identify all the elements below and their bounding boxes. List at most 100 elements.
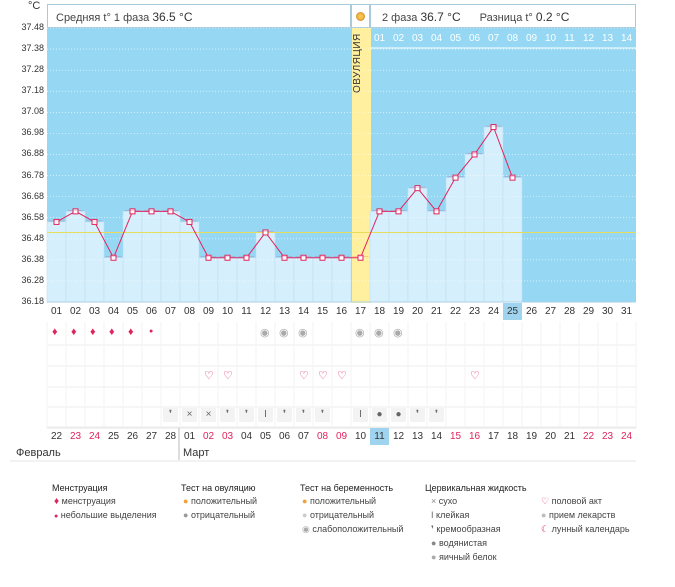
creamy-icon: ❜ bbox=[431, 524, 434, 534]
x-day-label: 08 bbox=[183, 306, 196, 317]
date-label: 03 bbox=[221, 431, 234, 442]
legend-ovtest-negative-label: отрицательный bbox=[190, 510, 256, 520]
spotting-icon: ● bbox=[149, 328, 154, 335]
menstruation-icon: ♦ bbox=[90, 326, 96, 338]
legend-pregtest-positive-label: положительный bbox=[309, 496, 377, 506]
temp-point bbox=[338, 254, 345, 261]
pregtest-weak-icon: ◉ bbox=[302, 524, 310, 534]
legend-menstruation-title: Менструация bbox=[52, 483, 108, 493]
x-day-label: 10 bbox=[221, 306, 234, 317]
date-label: 09 bbox=[335, 431, 348, 442]
date-label: 07 bbox=[297, 431, 310, 442]
temp-bar bbox=[122, 211, 143, 303]
date-label: 02 bbox=[202, 431, 215, 442]
cycle-day-label: 13 bbox=[601, 33, 614, 44]
temp-point bbox=[414, 185, 421, 192]
y-tick-label: 36.98 bbox=[21, 127, 44, 138]
temp-point bbox=[357, 254, 364, 261]
heart-icon: ♡ bbox=[204, 370, 214, 382]
date-label: 24 bbox=[620, 431, 633, 442]
legend-pregtest-weak: ◉ слабоположительный bbox=[302, 524, 403, 535]
legend-fluid-creamy: ❜ кремообразная bbox=[431, 524, 501, 535]
temp-bar bbox=[502, 177, 523, 303]
temp-bar bbox=[331, 257, 352, 303]
date-label: 12 bbox=[392, 431, 405, 442]
ovtest-negative-icon: ◉ bbox=[260, 327, 270, 339]
x-day-label: 14 bbox=[297, 306, 310, 317]
wet-fluid-icon: ❜ bbox=[239, 408, 254, 422]
legend-fluid-creamy-label: кремообразная bbox=[436, 524, 501, 534]
menstruation-icon: ♦ bbox=[128, 326, 134, 338]
legend-ovtest-title: Тест на овуляцию bbox=[181, 483, 256, 493]
ovtest-negative-icon: ◉ bbox=[393, 327, 403, 339]
date-label: 22 bbox=[50, 431, 63, 442]
legend-ovtest-positive-label: положительный bbox=[190, 496, 258, 506]
cycle-day-label: 07 bbox=[487, 33, 500, 44]
x-day-label: 30 bbox=[601, 306, 614, 317]
temp-bar bbox=[274, 257, 295, 303]
cycle-day-label: 10 bbox=[544, 33, 557, 44]
x-day-label: 06 bbox=[145, 306, 158, 317]
cycle-day-label: 03 bbox=[411, 33, 424, 44]
y-tick-label: 36.88 bbox=[21, 148, 44, 159]
diff-value: 0.2 °C bbox=[535, 10, 570, 24]
water-fluid-icon: ● bbox=[391, 408, 406, 422]
pill-icon: ● bbox=[541, 510, 547, 520]
dry-fluid-icon: × bbox=[201, 408, 216, 422]
x-day-label: 12 bbox=[259, 306, 272, 317]
menstruation-icon: ♦ bbox=[71, 326, 77, 338]
legend-ovtest-positive: ● положительный bbox=[183, 496, 257, 506]
heart-icon: ♡ bbox=[318, 370, 328, 382]
wet-fluid-icon: ❜ bbox=[163, 408, 178, 422]
phase1-value: 36.5 °C bbox=[152, 10, 193, 24]
temp-point bbox=[148, 208, 155, 215]
drop-light-icon: ● bbox=[54, 513, 59, 520]
legend-pregtest-positive: ● положительный bbox=[302, 496, 376, 506]
heart-icon: ♡ bbox=[470, 370, 480, 382]
y-tick-label: 37.38 bbox=[21, 43, 44, 54]
x-day-label: 20 bbox=[411, 306, 424, 317]
x-day-label: 26 bbox=[525, 306, 538, 317]
temp-point bbox=[471, 151, 478, 158]
legend-spotting: ● небольшие выделения bbox=[54, 510, 157, 520]
temp-bar bbox=[445, 177, 466, 303]
temp-point bbox=[433, 208, 440, 215]
y-tick-label: 36.28 bbox=[21, 274, 44, 285]
y-tick-label: 36.18 bbox=[21, 296, 44, 306]
legend-menstruation: ♦ менструация bbox=[54, 496, 116, 507]
wet-fluid-icon: ❜ bbox=[429, 408, 444, 422]
cycle-day-label: 14 bbox=[620, 33, 633, 44]
legend-pregtest-negative-label: отрицательный bbox=[309, 510, 375, 520]
temp-point bbox=[395, 208, 402, 215]
pregtest-positive-icon: ● bbox=[302, 496, 308, 506]
eggwhite-icon: ● bbox=[431, 552, 437, 562]
y-tick-label: 37.18 bbox=[21, 85, 44, 96]
legend-fluid-dry: × сухо bbox=[431, 496, 457, 506]
date-label: 24 bbox=[88, 431, 101, 442]
temp-point bbox=[490, 124, 497, 131]
legend-fluid-title: Цервикальная жидкость bbox=[425, 483, 527, 493]
legend-pregtest-weak-label: слабоположительный bbox=[312, 524, 404, 534]
cycle-day-label: 01 bbox=[373, 33, 386, 44]
temp-bar bbox=[103, 257, 124, 303]
legend-moon-label: лунный календарь bbox=[551, 524, 630, 534]
ovtest-negative-icon: ● bbox=[183, 510, 189, 520]
temp-point bbox=[205, 254, 212, 261]
date-label: 14 bbox=[430, 431, 443, 442]
phase2-label: 2 фаза bbox=[382, 12, 418, 24]
heart-icon: ♡ bbox=[223, 370, 233, 382]
temp-bar bbox=[141, 211, 162, 303]
dry-icon: × bbox=[431, 496, 437, 506]
x-day-label: 09 bbox=[202, 306, 215, 317]
legend-fluid-watery-label: водянистая bbox=[438, 538, 487, 548]
ovulation-label: ОВУЛЯЦИЯ bbox=[352, 33, 363, 93]
heart-icon: ♡ bbox=[337, 370, 347, 382]
date-label: 13 bbox=[411, 431, 424, 442]
wet-fluid-icon: ❜ bbox=[296, 408, 311, 422]
temp-bar bbox=[65, 211, 86, 303]
date-label: 15 bbox=[449, 431, 462, 442]
temp-point bbox=[110, 254, 117, 261]
legend-menstruation-label: менструация bbox=[61, 496, 116, 506]
legend-ovtest-negative: ● отрицательный bbox=[183, 510, 255, 520]
